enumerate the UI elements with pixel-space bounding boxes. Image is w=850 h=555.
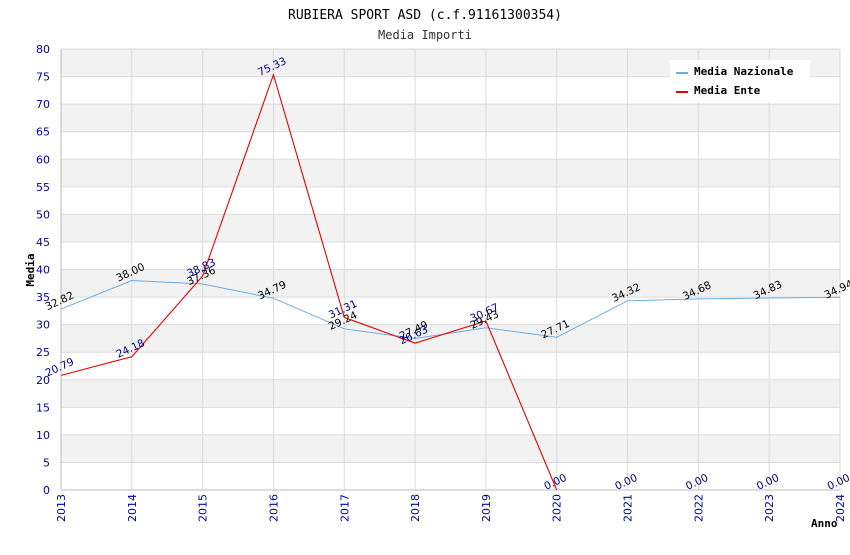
y-tick-labels: 0 5 10 15 20 25 30 35 40 45 50 55 60 65 70 75 80 bbox=[36, 43, 50, 497]
legend: Media Nazionale Media Ente bbox=[670, 60, 810, 102]
x-tick-label: 2014 bbox=[126, 494, 139, 522]
y-tick-label: 55 bbox=[36, 181, 50, 194]
grid-band bbox=[61, 104, 840, 132]
grid-band bbox=[61, 379, 840, 408]
y-tick-label: 75 bbox=[36, 71, 50, 84]
y-tick-label: 5 bbox=[43, 456, 50, 469]
grid-band bbox=[61, 159, 840, 187]
series-lines bbox=[60, 72, 841, 491]
chart-subtitle: Media Importi bbox=[378, 28, 472, 42]
legend-box bbox=[670, 60, 810, 102]
y-tick-label: 20 bbox=[36, 374, 50, 387]
grid-band bbox=[61, 214, 840, 242]
data-label-ente: 20.79 bbox=[44, 356, 76, 380]
series-line-media-nazionale bbox=[60, 280, 841, 339]
legend-label-nazionale: Media Nazionale bbox=[694, 65, 794, 78]
y-tick-label: 35 bbox=[36, 291, 50, 304]
x-tick-label: 2022 bbox=[692, 494, 705, 522]
x-tick-label: 2017 bbox=[338, 494, 351, 522]
y-tick-label: 15 bbox=[36, 401, 50, 414]
x-tick-label: 2015 bbox=[197, 494, 210, 522]
y-tick-label: 30 bbox=[36, 319, 50, 332]
legend-label-ente: Media Ente bbox=[694, 84, 761, 97]
y-tick-label: 60 bbox=[36, 153, 50, 166]
x-axis-label: Anno bbox=[811, 517, 838, 530]
background-bands bbox=[61, 49, 840, 463]
y-tick-label: 40 bbox=[36, 264, 50, 277]
y-tick-label: 70 bbox=[36, 98, 50, 111]
y-tick-label: 10 bbox=[36, 429, 50, 442]
chart-title: RUBIERA SPORT ASD (c.f.91161300354) bbox=[288, 8, 562, 23]
y-tick-label: 0 bbox=[43, 484, 50, 497]
series-line-media-ente bbox=[60, 72, 558, 491]
x-tick-label: 2013 bbox=[55, 494, 68, 522]
x-tick-label: 2016 bbox=[267, 494, 280, 522]
y-axis-label: Media bbox=[24, 253, 37, 286]
x-tick-label: 2024 bbox=[834, 494, 847, 522]
grid-band bbox=[61, 324, 840, 353]
axes bbox=[60, 49, 840, 491]
x-tick-label: 2023 bbox=[763, 494, 776, 522]
x-tick-label: 2018 bbox=[409, 494, 422, 522]
grid-band bbox=[61, 434, 840, 463]
x-tick-labels: 2013 2014 2015 2016 2017 2018 2019 2020 2021 2022… bbox=[55, 494, 847, 522]
y-tick-label: 45 bbox=[36, 236, 50, 249]
x-tick-label: 2020 bbox=[551, 494, 564, 522]
y-tick-label: 25 bbox=[36, 346, 50, 359]
y-tick-label: 80 bbox=[36, 43, 50, 56]
y-tick-label: 65 bbox=[36, 126, 50, 139]
x-tick-label: 2019 bbox=[480, 494, 493, 522]
x-tick-label: 2021 bbox=[622, 494, 635, 522]
y-tick-label: 50 bbox=[36, 208, 50, 221]
